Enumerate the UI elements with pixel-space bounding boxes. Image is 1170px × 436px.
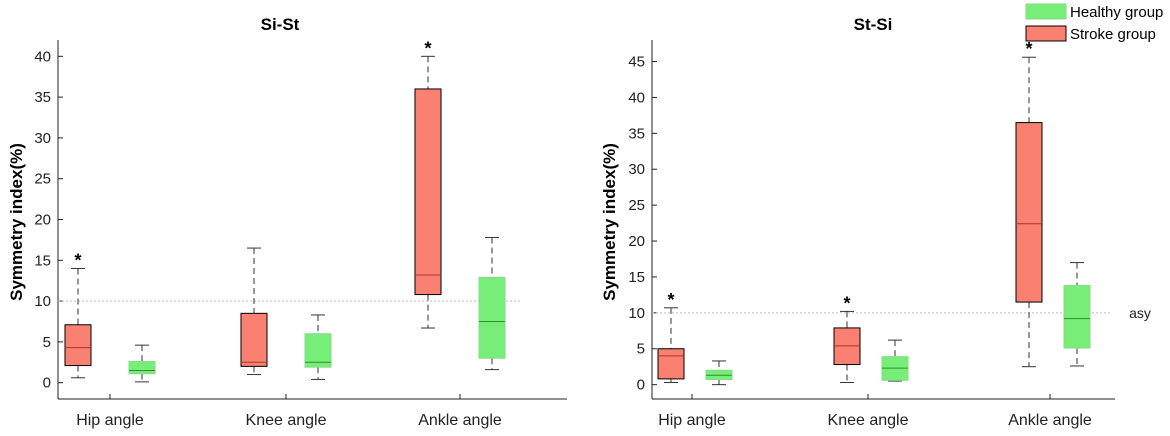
box [64, 324, 92, 367]
significance-marker: * [843, 293, 850, 313]
series-healthy-group [128, 236, 506, 383]
y-tick-label: 45 [628, 54, 645, 71]
box [1015, 122, 1043, 303]
y-tick-label: 5 [43, 334, 51, 351]
y-tick-label: 5 [637, 341, 645, 358]
box [478, 276, 506, 359]
significance-marker: * [1025, 39, 1032, 59]
y-axis-label: Symmetry index(%) [7, 143, 26, 301]
y-tick-label: 20 [34, 212, 51, 229]
y-axis-label: Symmetry index(%) [600, 143, 619, 301]
chart-panel-1: Si-St 0 5 10 15 20 25 30 35 40 Symmetry index(%) Hi… [7, 15, 567, 429]
y-tick-label: 30 [34, 130, 51, 147]
series-stroke-group: * * * [657, 39, 1043, 383]
y-tick-label: 10 [628, 305, 645, 322]
legend: Healthy group Stroke group [1025, 3, 1163, 43]
y-tick-label: 25 [628, 197, 645, 214]
series-healthy-group [705, 262, 1091, 386]
y-tick-label: 25 [34, 171, 51, 188]
box [240, 312, 268, 367]
box [1063, 285, 1091, 349]
y-tick-label: 15 [34, 252, 51, 269]
y-tick-label: 15 [628, 269, 645, 286]
reference-line-label: asy [1129, 305, 1151, 321]
significance-marker: * [74, 250, 81, 270]
chart-title: Si-St [261, 15, 300, 34]
legend-label: Healthy group [1070, 4, 1163, 21]
chart-title: St-Si [854, 15, 893, 34]
box [657, 348, 685, 380]
legend-swatch [1025, 25, 1067, 42]
x-tick-label: Knee angle [828, 412, 909, 429]
x-tick-label: Hip angle [658, 412, 726, 429]
y-tick-label: 40 [628, 89, 645, 106]
x-tick-label: Hip angle [76, 412, 144, 429]
x-tick-label: Ankle angle [418, 412, 502, 429]
series-stroke-group: ** [64, 38, 442, 379]
significance-marker: * [424, 38, 431, 58]
legend-swatch [1025, 3, 1067, 20]
y-tick-label: 0 [43, 375, 51, 392]
box [128, 360, 156, 375]
y-tick-label: 35 [34, 89, 51, 106]
significance-marker: * [667, 290, 674, 310]
y-tick-label: 30 [628, 161, 645, 178]
chart-panel-2: St-Si 0 5 10 15 20 25 30 35 40 45 Symmetry index(%)… [600, 3, 1163, 429]
y-tick-label: 35 [628, 125, 645, 142]
box [304, 333, 332, 368]
box [414, 88, 442, 296]
y-tick-label: 40 [34, 48, 51, 65]
y-tick-label: 0 [637, 377, 645, 394]
y-tick-label: 10 [34, 293, 51, 310]
x-tick-label: Ankle angle [1008, 412, 1092, 429]
y-tick-label: 20 [628, 233, 645, 250]
x-tick-label: Knee angle [246, 412, 327, 429]
legend-label: Stroke group [1070, 26, 1156, 43]
